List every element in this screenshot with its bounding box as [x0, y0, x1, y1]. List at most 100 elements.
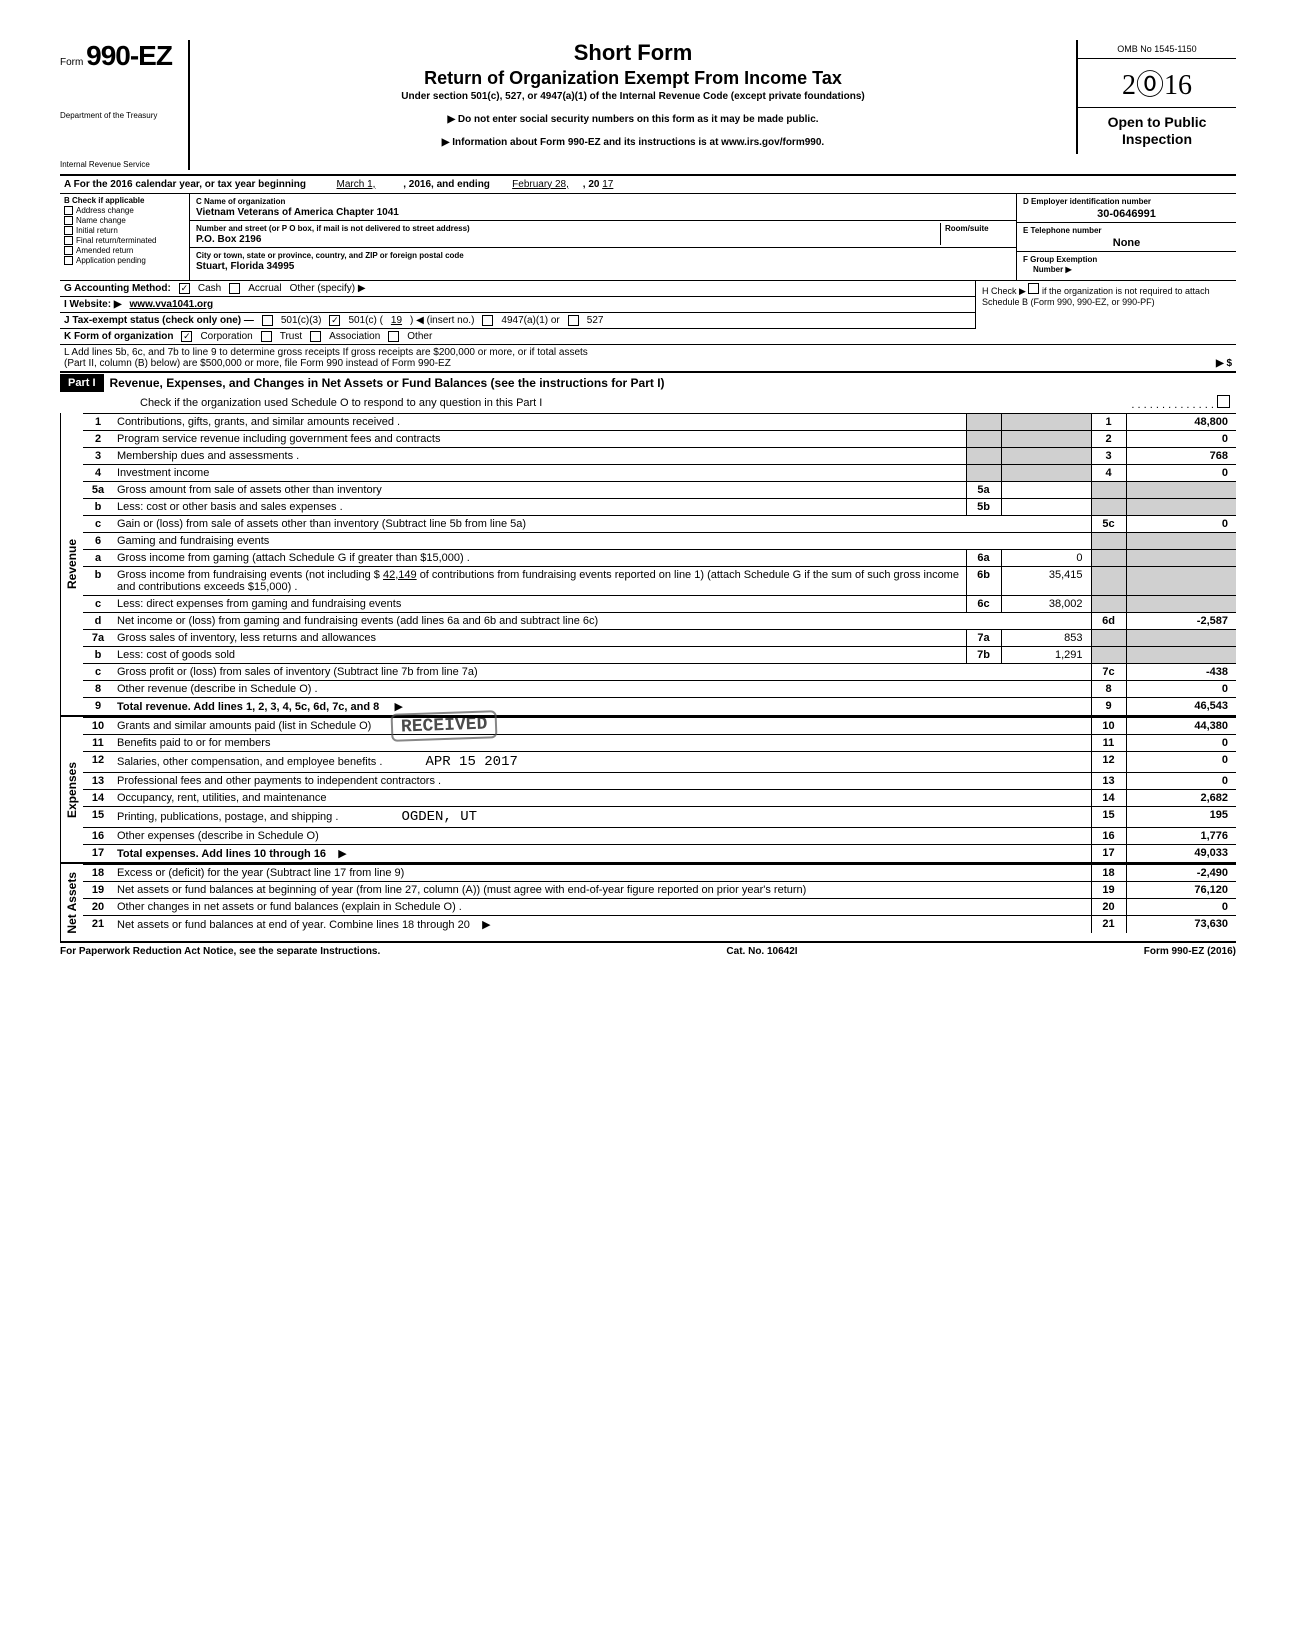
- l-arrow: ▶ $: [1216, 358, 1232, 369]
- line-19: 19Net assets or fund balances at beginni…: [83, 881, 1236, 898]
- row-j: J Tax-exempt status (check only one) — 5…: [60, 313, 975, 329]
- check-corporation[interactable]: [181, 331, 192, 342]
- dept-treasury: Department of the Treasury: [60, 112, 180, 121]
- check-amended[interactable]: [64, 246, 73, 255]
- netassets-table: 18Excess or (deficit) for the year (Subt…: [83, 864, 1236, 933]
- part1-check-o: Check if the organization used Schedule …: [60, 393, 1236, 413]
- line-14: 14Occupancy, rent, utilities, and mainte…: [83, 789, 1236, 806]
- check-501c3[interactable]: [262, 315, 273, 326]
- check-address-change[interactable]: [64, 206, 73, 215]
- check-header: B Check if applicable: [64, 196, 185, 205]
- lbl-501c3: 501(c)(3): [281, 315, 322, 326]
- line-1: 1Contributions, gifts, grants, and simil…: [83, 413, 1236, 430]
- year-prefix: , 20: [583, 179, 600, 190]
- line-2: 2Program service revenue including gover…: [83, 430, 1236, 447]
- right-block: OMB No 1545-1150 2⓪201616 Open to Public…: [1076, 40, 1236, 154]
- lbl-trust: Trust: [280, 331, 302, 342]
- line-17: 17Total expenses. Add lines 10 through 1…: [83, 844, 1236, 862]
- lbl-pending: Application pending: [76, 256, 146, 265]
- line-15: 15Printing, publications, postage, and s…: [83, 806, 1236, 827]
- city-label: City or town, state or province, country…: [196, 251, 464, 260]
- lbl-name-change: Name change: [76, 216, 126, 225]
- line-20: 20Other changes in net assets or fund ba…: [83, 898, 1236, 915]
- line-16: 16Other expenses (describe in Schedule O…: [83, 827, 1236, 844]
- check-name-change[interactable]: [64, 216, 73, 225]
- line-7b: bLess: cost of goods sold7b1,291: [83, 646, 1236, 663]
- expenses-label: Expenses: [60, 717, 83, 862]
- j-label: J Tax-exempt status (check only one) —: [64, 315, 254, 326]
- check-initial-return[interactable]: [64, 226, 73, 235]
- ein-value: 30-0646991: [1023, 208, 1230, 220]
- expenses-section: Expenses 10Grants and similar amounts pa…: [60, 717, 1236, 864]
- title-short-form: Short Form: [200, 40, 1066, 66]
- row-i: I Website: ▶ www.vva1041.org: [60, 297, 975, 313]
- l-line1: L Add lines 5b, 6c, and 7b to line 9 to …: [64, 347, 588, 358]
- form-header: Form 990-EZ Department of the Treasury I…: [60, 40, 1236, 176]
- lbl-4947: 4947(a)(1) or: [501, 315, 559, 326]
- check-final-return[interactable]: [64, 236, 73, 245]
- tax-year: 2⓪201616: [1078, 59, 1236, 107]
- revenue-table: 1Contributions, gifts, grants, and simil…: [83, 413, 1236, 715]
- check-schedule-b[interactable]: [1028, 283, 1039, 294]
- part1-header-row: Part I Revenue, Expenses, and Changes in…: [60, 373, 1236, 393]
- line-13: 13Professional fees and other payments t…: [83, 772, 1236, 789]
- city-value: Stuart, Florida 34995: [196, 261, 294, 272]
- check-accrual[interactable]: [229, 283, 240, 294]
- group-label: F Group Exemption: [1023, 255, 1097, 264]
- and-ending: , 2016, and ending: [403, 179, 490, 190]
- check-pending[interactable]: [64, 256, 73, 265]
- page-footer: For Paperwork Reduction Act Notice, see …: [60, 943, 1236, 957]
- row-l: L Add lines 5b, 6c, and 7b to line 9 to …: [60, 345, 1236, 373]
- check-527[interactable]: [568, 315, 579, 326]
- row-k: K Form of organization Corporation Trust…: [60, 329, 1236, 345]
- line-3: 3Membership dues and assessments .3768: [83, 447, 1236, 464]
- part1-title: Revenue, Expenses, and Changes in Net As…: [104, 373, 1236, 393]
- group-sub: Number ▶: [1023, 265, 1072, 274]
- form-990ez-page: Form 990-EZ Department of the Treasury I…: [60, 40, 1236, 957]
- lbl-insert-no: ) ◀ (insert no.): [410, 315, 474, 326]
- line-4: 4Investment income40: [83, 464, 1236, 481]
- line-5a: 5aGross amount from sale of assets other…: [83, 481, 1236, 498]
- line-7a: 7aGross sales of inventory, less returns…: [83, 629, 1236, 646]
- line-9: 9Total revenue. Add lines 1, 2, 3, 4, 5c…: [83, 697, 1236, 715]
- line-12: 12Salaries, other compensation, and empl…: [83, 751, 1236, 772]
- revenue-label: Revenue: [60, 413, 83, 715]
- end-date: February 28,: [512, 179, 569, 190]
- row-g: G Accounting Method: Cash Accrual Other …: [60, 281, 975, 297]
- footer-paperwork: For Paperwork Reduction Act Notice, see …: [60, 946, 380, 957]
- line-6c: cLess: direct expenses from gaming and f…: [83, 595, 1236, 612]
- check-other-org[interactable]: [388, 331, 399, 342]
- check-cash[interactable]: [179, 283, 190, 294]
- line-6: 6Gaming and fundraising events: [83, 532, 1236, 549]
- line-6a: aGross income from gaming (attach Schedu…: [83, 549, 1236, 566]
- check-schedule-o[interactable]: [1217, 395, 1230, 408]
- section-c: C Name of organization Vietnam Veterans …: [190, 194, 1016, 280]
- rows-g-h: G Accounting Method: Cash Accrual Other …: [60, 281, 1236, 329]
- lbl-corporation: Corporation: [200, 331, 252, 342]
- instruction-ssn: ▶ Do not enter social security numbers o…: [200, 114, 1066, 125]
- line-18: 18Excess or (deficit) for the year (Subt…: [83, 864, 1236, 881]
- org-name: Vietnam Veterans of America Chapter 1041: [196, 207, 399, 218]
- open-public: Open to Public: [1108, 114, 1207, 130]
- omb-number: OMB No 1545-1150: [1078, 40, 1236, 59]
- check-trust[interactable]: [261, 331, 272, 342]
- subtitle: Under section 501(c), 527, or 4947(a)(1)…: [200, 91, 1066, 102]
- check-4947[interactable]: [482, 315, 493, 326]
- line-5b: bLess: cost or other basis and sales exp…: [83, 498, 1236, 515]
- check-501c[interactable]: [329, 315, 340, 326]
- section-a-tax-year: A For the 2016 calendar year, or tax yea…: [60, 176, 1236, 194]
- street-value: P.O. Box 2196: [196, 234, 261, 245]
- form-prefix: Form: [60, 57, 83, 68]
- lbl-amended: Amended return: [76, 246, 133, 255]
- check-association[interactable]: [310, 331, 321, 342]
- 6b-contrib-amt: 42,149: [383, 569, 417, 581]
- lbl-cash: Cash: [198, 283, 221, 294]
- 501c-num: 19: [391, 315, 402, 326]
- i-label: I Website: ▶: [64, 299, 122, 310]
- inspection: Inspection: [1122, 131, 1192, 147]
- open-inspection: Open to Public Inspection: [1078, 107, 1236, 154]
- revenue-section: Revenue 1Contributions, gifts, grants, a…: [60, 413, 1236, 717]
- footer-form-ref: Form 990-EZ (2016): [1144, 946, 1236, 957]
- h-label: H Check ▶: [982, 286, 1026, 296]
- entity-info-block: B Check if applicable Address change Nam…: [60, 194, 1236, 281]
